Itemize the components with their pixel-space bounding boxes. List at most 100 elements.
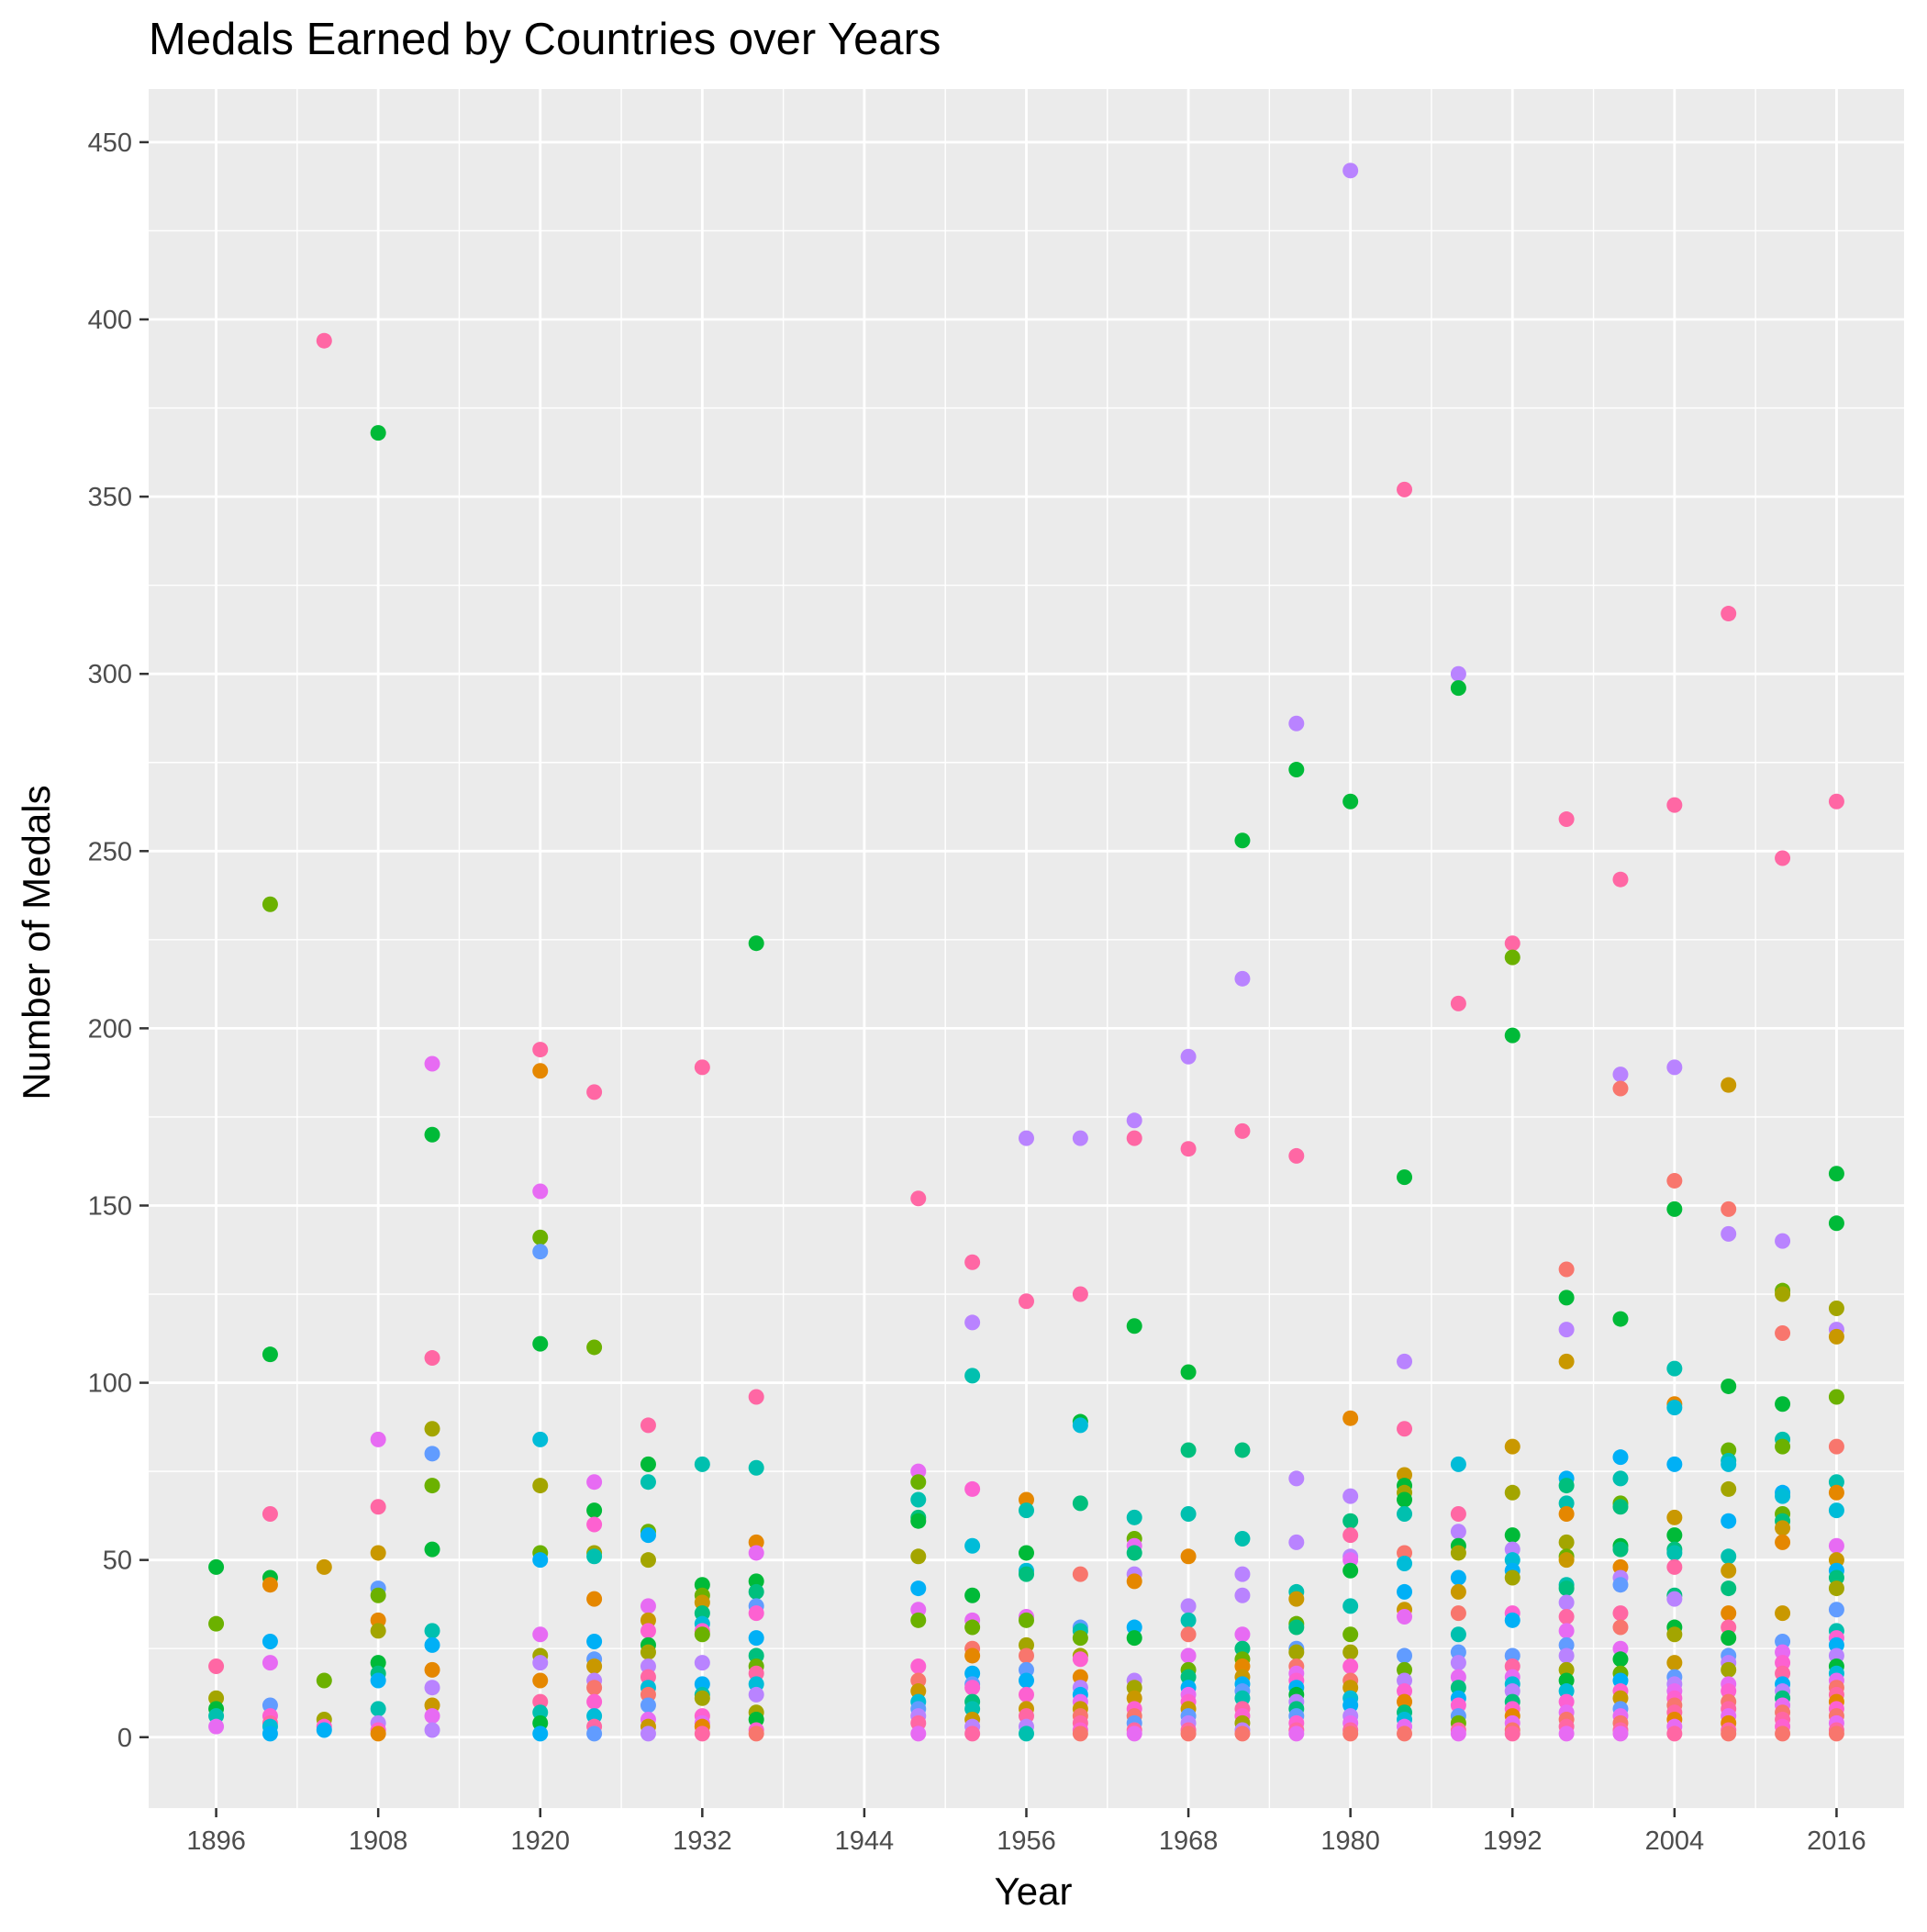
data-point (1558, 1623, 1575, 1639)
data-point (1612, 1619, 1629, 1636)
data-point (1342, 1410, 1359, 1426)
data-point (1666, 1527, 1683, 1544)
data-point (748, 1583, 764, 1600)
data-point (640, 1417, 656, 1434)
data-point (1072, 1495, 1088, 1512)
data-point (1721, 606, 1737, 622)
data-point (1828, 1484, 1844, 1501)
data-point (1666, 1558, 1683, 1575)
data-point (1342, 1725, 1359, 1742)
data-point (748, 1459, 764, 1476)
data-point (910, 1725, 927, 1742)
data-point (964, 1725, 981, 1742)
data-point (910, 1190, 927, 1207)
data-point (532, 1335, 549, 1352)
data-point (694, 1456, 710, 1472)
data-point (1775, 1520, 1791, 1536)
data-point (1126, 1318, 1142, 1335)
data-point (1397, 1725, 1413, 1742)
data-point (1288, 1534, 1305, 1550)
data-point (1019, 1672, 1034, 1689)
data-point (1721, 1225, 1737, 1242)
data-point (532, 1244, 549, 1260)
data-point (1019, 1725, 1034, 1742)
data-point (1180, 1548, 1197, 1565)
y-tick-label: 50 (103, 1547, 132, 1576)
data-point (1666, 1509, 1683, 1525)
data-point (1180, 1505, 1197, 1522)
data-point (586, 1474, 603, 1491)
data-point (586, 1658, 603, 1675)
data-point (532, 1626, 549, 1643)
data-point (1558, 1353, 1575, 1369)
data-point (1450, 1655, 1466, 1671)
data-point (1397, 1169, 1413, 1186)
data-point (1558, 1647, 1575, 1664)
data-point (1775, 1725, 1791, 1742)
data-point (1775, 850, 1791, 866)
x-tick-label: 1932 (673, 1826, 732, 1856)
data-point (1558, 1505, 1575, 1522)
data-point (1397, 1556, 1413, 1572)
data-point (370, 1545, 386, 1561)
data-point (532, 1183, 549, 1200)
data-point (1721, 1661, 1737, 1678)
data-point (316, 332, 332, 349)
data-point (586, 1516, 603, 1533)
data-point (586, 1680, 603, 1696)
data-point (370, 1499, 386, 1515)
data-point (694, 1059, 710, 1076)
data-point (1612, 1311, 1629, 1327)
data-point (532, 1042, 549, 1058)
data-point (532, 1063, 549, 1079)
data-point (1397, 1647, 1413, 1664)
x-tick-label: 1956 (997, 1826, 1056, 1856)
data-point (586, 1725, 603, 1742)
data-point (1612, 1605, 1629, 1622)
data-point (1288, 1644, 1305, 1660)
data-point (532, 1725, 549, 1742)
data-point (1288, 715, 1305, 731)
data-point (1828, 1580, 1844, 1597)
data-point (424, 1680, 440, 1696)
data-point (748, 935, 764, 952)
data-point (1504, 1527, 1520, 1544)
data-point (262, 1577, 278, 1593)
data-point (694, 1690, 710, 1706)
data-point (1126, 1725, 1142, 1742)
data-point (1397, 1491, 1413, 1508)
data-point (1558, 1290, 1575, 1306)
data-point (208, 1658, 225, 1675)
x-tick-label: 1944 (835, 1826, 895, 1856)
data-point (1234, 1626, 1251, 1643)
data-point (1721, 1725, 1737, 1742)
data-point (1721, 1201, 1737, 1217)
data-point (370, 1672, 386, 1689)
data-point (1072, 1566, 1088, 1582)
x-axis: 1896 1908 1920 1932 1944 1956 1968 1980 1992 2004… (186, 1808, 1866, 1856)
y-tick-label: 300 (88, 660, 132, 689)
data-point (262, 1505, 278, 1522)
data-point (1180, 1141, 1197, 1157)
data-point (1828, 1502, 1844, 1519)
data-point (1342, 1598, 1359, 1614)
data-point (1180, 1598, 1197, 1614)
data-point (1288, 1725, 1305, 1742)
data-point (1450, 1545, 1466, 1561)
data-point (1558, 1322, 1575, 1338)
data-point (1558, 1608, 1575, 1625)
data-point (1450, 1725, 1466, 1742)
data-point (1721, 1513, 1737, 1529)
data-point (370, 1701, 386, 1717)
data-point (1612, 1541, 1629, 1558)
data-point (964, 1619, 981, 1636)
data-point (748, 1630, 764, 1647)
data-point (1666, 1456, 1683, 1472)
data-point (1397, 1608, 1413, 1625)
data-point (208, 1558, 225, 1575)
data-point (1342, 1527, 1359, 1544)
data-point (640, 1552, 656, 1569)
data-point (640, 1456, 656, 1472)
data-point (424, 1478, 440, 1494)
data-point (1775, 1438, 1791, 1455)
